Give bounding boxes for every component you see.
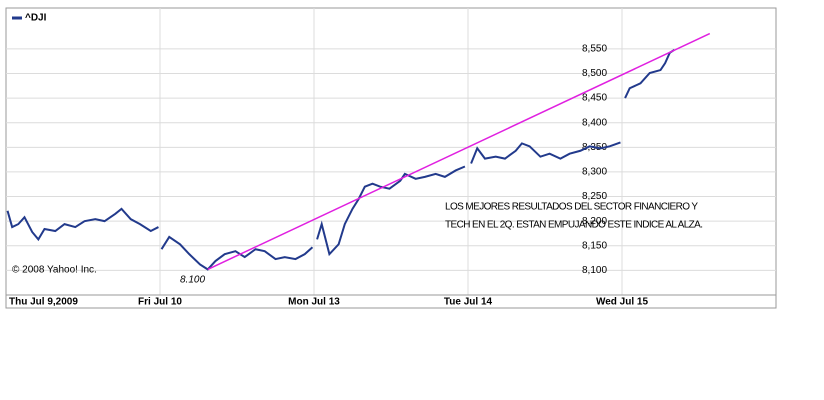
legend-label: ^DJI xyxy=(25,13,47,24)
chart-frame xyxy=(5,7,777,309)
y-tick-label: 8,300 xyxy=(582,167,607,178)
y-tick-label: 8,550 xyxy=(582,43,607,54)
price-line xyxy=(6,49,675,271)
y-tick-label: 8,500 xyxy=(582,68,607,79)
copyright: © 2008 Yahoo! Inc. xyxy=(12,265,97,276)
x-tick-label: Tue Jul 14 xyxy=(444,297,493,308)
x-tick-label: Mon Jul 13 xyxy=(288,297,340,308)
y-tick-label: 8,250 xyxy=(582,191,607,202)
x-tick-label: Thu Jul 9,2009 xyxy=(9,297,78,308)
y-tick-label: 8,100 xyxy=(582,265,607,276)
x-tick-label: Fri Jul 10 xyxy=(138,297,182,308)
y-tick-label: 8,400 xyxy=(582,117,607,128)
y-tick-label: 8,150 xyxy=(582,240,607,251)
annotation: LOS MEJORES RESULTADOS DEL SECTOR FINANC… xyxy=(445,202,698,213)
x-tick-label: Wed Jul 15 xyxy=(596,297,648,308)
low-label: 8.100 xyxy=(180,275,205,286)
annotation: TECH EN EL 2Q. ESTAN EMPUJANDO ESTE INDI… xyxy=(445,220,702,231)
y-tick-label: 8,450 xyxy=(582,93,607,104)
y-tick-label: 8,200 xyxy=(582,216,607,227)
trend-line xyxy=(207,32,711,271)
